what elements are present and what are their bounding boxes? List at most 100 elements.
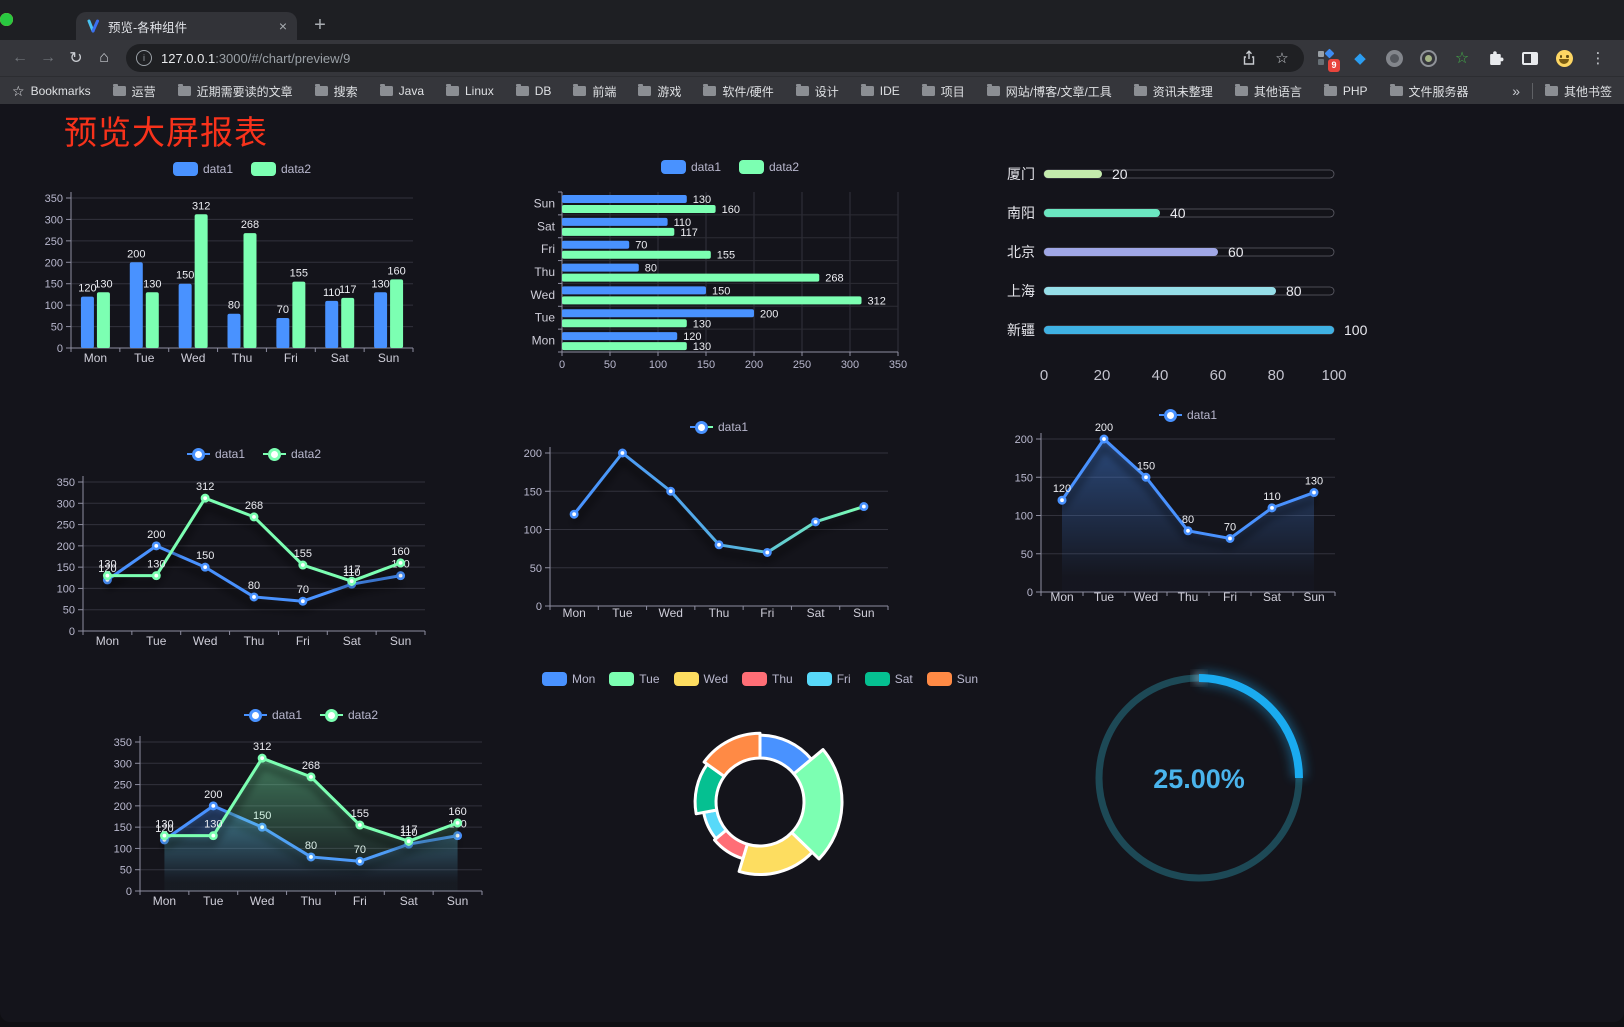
svg-text:120: 120 xyxy=(1053,483,1071,495)
bookmark-folder[interactable]: 其他语言 xyxy=(1234,83,1302,100)
legend-item-data2[interactable]: data2 xyxy=(263,447,321,461)
legend-item-data1[interactable]: data1 xyxy=(1158,408,1217,422)
extension-grid-icon[interactable]: 9 xyxy=(1316,48,1340,72)
area-chart-canvas[interactable]: 0 50 100 150 200 250 300 350 Mon Tue Wed Thu Fri Sat S… xyxy=(95,680,493,915)
svg-text:Wed: Wed xyxy=(658,606,682,620)
legend-marker-icon xyxy=(186,447,210,461)
legend-item-data1[interactable]: data1 xyxy=(243,708,302,722)
bookmark-folder[interactable]: 运营 xyxy=(112,83,156,100)
svg-text:200: 200 xyxy=(1095,422,1113,434)
other-bookmarks-button[interactable]: 其他书签 xyxy=(1544,83,1612,100)
legend-item-data2[interactable]: data2 xyxy=(739,160,799,174)
bookmark-folder[interactable]: PHP xyxy=(1323,84,1368,98)
site-info-icon[interactable]: i xyxy=(136,50,152,66)
line-chart-canvas[interactable]: 0 50 100 150 200 Mon Tue Wed Thu Fri Sat Sun xyxy=(503,400,901,630)
menu-button[interactable]: ⋮ xyxy=(1590,50,1606,67)
legend-item-Wed[interactable]: Wed xyxy=(673,672,728,686)
legend-swatch-icon xyxy=(673,672,699,686)
svg-text:117: 117 xyxy=(343,564,361,576)
share-icon xyxy=(1243,50,1255,65)
folder-icon xyxy=(1544,84,1558,96)
legend-item-Mon[interactable]: Mon xyxy=(541,672,596,686)
svg-text:150: 150 xyxy=(1137,460,1155,472)
svg-text:130: 130 xyxy=(371,278,389,290)
tab-close-icon[interactable]: × xyxy=(278,18,287,34)
folder-icon xyxy=(638,84,652,96)
forward-button[interactable]: → xyxy=(40,49,56,66)
share-button[interactable] xyxy=(1237,46,1261,70)
legend-label: Sun xyxy=(956,672,979,686)
bookmark-folder[interactable]: 资讯未整理 xyxy=(1133,83,1213,100)
extension-circle-icon[interactable] xyxy=(1384,48,1404,68)
legend-item-Sat[interactable]: Sat xyxy=(864,672,913,686)
bookmark-folder[interactable]: 文件服务器 xyxy=(1389,83,1469,100)
extension-ring-icon[interactable] xyxy=(1418,48,1438,68)
pie-chart-canvas[interactable] xyxy=(560,660,960,895)
reload-button[interactable]: ↻ xyxy=(69,50,83,67)
legend-item-Thu[interactable]: Thu xyxy=(742,672,793,686)
legend-item-data1[interactable]: data1 xyxy=(660,160,721,174)
folder-icon xyxy=(515,84,529,96)
legend-item-Fri[interactable]: Fri xyxy=(806,672,851,686)
svg-text:120: 120 xyxy=(155,823,173,835)
side-panel-button[interactable] xyxy=(1520,48,1540,68)
bar-chart-canvas[interactable]: 0 50 100 150 200 250 300 350 Sun Sat Fri Thu Wed Tue M… xyxy=(503,150,907,380)
svg-text:117: 117 xyxy=(339,284,357,296)
bookmark-folder[interactable]: 项目 xyxy=(921,83,965,100)
legend-item-data2[interactable]: data2 xyxy=(251,162,311,176)
svg-text:160: 160 xyxy=(448,806,466,818)
bookmark-folder[interactable]: DB xyxy=(515,84,551,98)
bookmark-star-button[interactable]: ☆ xyxy=(1275,50,1289,67)
extensions-puzzle-button[interactable] xyxy=(1486,48,1506,68)
legend-label: Tue xyxy=(639,672,660,686)
legend-item-Tue[interactable]: Tue xyxy=(609,672,660,686)
svg-text:0: 0 xyxy=(536,601,542,613)
svg-text:150: 150 xyxy=(697,359,715,371)
bookmark-folder[interactable]: 游戏 xyxy=(638,83,681,100)
new-tab-button[interactable]: + xyxy=(314,13,326,36)
browser-tab[interactable]: 预览-各种组件 × xyxy=(76,12,297,40)
svg-text:80: 80 xyxy=(248,580,260,592)
legend-item-data1[interactable]: data1 xyxy=(186,447,245,461)
bookmarks-manager-item[interactable]: ☆ Bookmarks xyxy=(12,83,91,100)
bookmark-folder[interactable]: Linux xyxy=(446,84,494,98)
progress-chart-canvas[interactable]: 厦门 20 南阳 40 北京 60 上海 80 新疆 100 0 20 40 60 80 100 xyxy=(988,150,1368,395)
svg-text:0: 0 xyxy=(1040,367,1048,384)
back-button[interactable]: ← xyxy=(12,49,28,66)
legend-marker-icon xyxy=(689,420,713,434)
legend-item-data1[interactable]: data1 xyxy=(689,420,748,434)
legend-item-Sun[interactable]: Sun xyxy=(926,672,979,686)
emoji-extension-icon[interactable] xyxy=(1554,48,1574,68)
bookmark-folder[interactable]: IDE xyxy=(860,84,900,98)
line-chart-canvas[interactable]: 0 50 100 150 200 250 300 350 Mon Tue Wed Thu Fri Sat S… xyxy=(40,425,435,657)
bookmark-folder[interactable]: 设计 xyxy=(795,83,839,100)
gauge-canvas[interactable]: 25.00% xyxy=(1088,667,1310,889)
grid-diamond-icon xyxy=(1324,48,1335,59)
legend-item-data2[interactable]: data2 xyxy=(320,708,378,722)
home-button[interactable]: ⌂ xyxy=(99,49,109,66)
folder-icon xyxy=(446,84,459,96)
legend-item-data1[interactable]: data1 xyxy=(172,162,233,176)
bookmark-folder[interactable]: Java xyxy=(379,84,424,98)
bookmark-folder[interactable]: 搜索 xyxy=(314,83,358,100)
other-bookmarks-label: 其他书签 xyxy=(1563,84,1612,99)
bookmark-folder[interactable]: 近期需要读的文章 xyxy=(177,83,293,100)
svg-text:50: 50 xyxy=(1021,549,1033,561)
bookmarks-bar: ☆ Bookmarks 运营 近期需要读的文章 搜索 Java Linux DB 前端 游戏 软… xyxy=(0,76,1624,105)
legend-label: Mon xyxy=(571,672,596,686)
extension-green-star-icon[interactable]: ☆ xyxy=(1454,50,1470,67)
bookmark-label: 文件服务器 xyxy=(1408,84,1469,99)
area-chart-canvas[interactable]: 0 50 100 150 200 Mon Tue Wed Thu Fri Sat Sun 120 200 1… xyxy=(983,385,1355,620)
bookmark-folder[interactable]: 软件/硬件 xyxy=(703,83,774,100)
svg-text:北京: 北京 xyxy=(1007,244,1035,260)
chart-bar-horizontal: data1 data2 0 50 100 150 200 250 300 350 Sun Sat Fr… xyxy=(503,150,907,380)
bar-chart-canvas[interactable]: 0 50 100 150 200 250 300 350 Mon Tue Wed Thu Fri Sat S… xyxy=(40,150,430,380)
address-bar[interactable]: i 127.0.0.1:3000/#/chart/preview/9 ☆ xyxy=(126,44,1304,72)
bookmarks-overflow-button[interactable]: » xyxy=(1512,83,1520,99)
bookmark-label: 设计 xyxy=(814,84,839,99)
zoom-window-button[interactable] xyxy=(0,13,13,26)
bookmarks-label: Bookmarks xyxy=(30,84,91,98)
bookmark-folder[interactable]: 网站/博客/文章/工具 xyxy=(986,83,1112,100)
bookmark-folder[interactable]: 前端 xyxy=(573,83,616,100)
extension-gem-icon[interactable]: ◆ xyxy=(1354,50,1366,67)
